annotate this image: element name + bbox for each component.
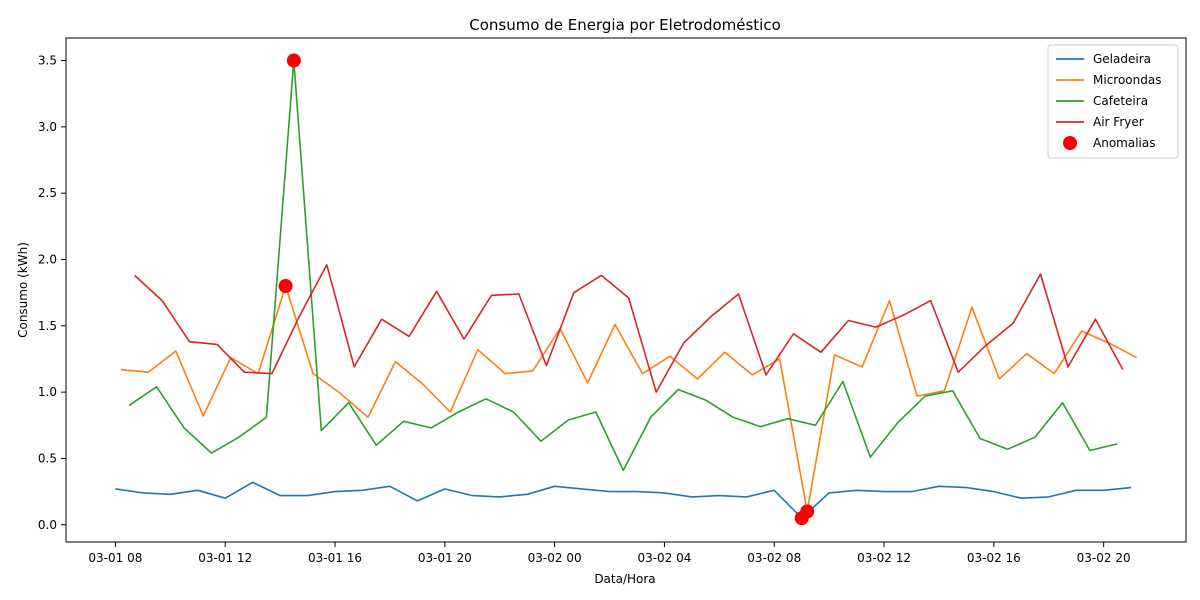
legend-label: Anomalias — [1093, 136, 1155, 150]
x-tick-label: 03-02 00 — [528, 551, 582, 565]
y-tick-label: 0.0 — [38, 518, 57, 532]
legend-label: Cafeteira — [1093, 94, 1148, 108]
y-tick-label: 1.5 — [38, 319, 57, 333]
y-axis: 0.0 0.5 1.0 1.5 2.0 2.5 3.0 3.5 — [38, 54, 66, 532]
anomaly-point — [286, 53, 301, 68]
legend-swatch — [1063, 136, 1077, 150]
legend-label: Air Fryer — [1093, 115, 1144, 129]
legend-box — [1047, 44, 1179, 159]
series-line-geladeira — [115, 481, 1132, 519]
anomaly-point — [794, 511, 809, 526]
x-axis-label: Data/Hora — [594, 572, 655, 586]
y-tick-label: 1.0 — [38, 385, 57, 399]
x-tick-label: 03-02 20 — [1077, 551, 1131, 565]
series-line-air-fryer — [134, 263, 1124, 393]
chart-title: Consumo de Energia por Eletrodoméstico — [469, 16, 781, 34]
series-layer — [115, 59, 1137, 519]
plot-frame — [65, 37, 1187, 543]
series-line-cafeteira — [128, 59, 1118, 472]
x-tick-label: 03-02 12 — [857, 551, 911, 565]
y-tick-label: 2.5 — [38, 186, 57, 200]
series-line-microondas — [120, 285, 1137, 513]
y-tick-label: 2.0 — [38, 252, 57, 266]
x-axis: 03-01 08 03-01 12 03-01 16 03-01 20 03-02 00… — [88, 542, 1131, 565]
x-tick-label: 03-01 16 — [308, 551, 362, 565]
x-tick-label: 03-02 04 — [637, 551, 691, 565]
x-tick-label: 03-01 08 — [88, 551, 142, 565]
x-tick-label: 03-02 08 — [747, 551, 801, 565]
y-tick-label: 0.5 — [38, 451, 57, 465]
anomaly-layer — [278, 53, 815, 526]
legend: Geladeira Microondas Cafeteira Air Fryer Ano… — [1047, 44, 1179, 159]
x-tick-label: 03-01 12 — [198, 551, 252, 565]
anomaly-point — [278, 279, 293, 294]
y-tick-label: 3.5 — [38, 54, 57, 68]
x-tick-label: 03-01 20 — [418, 551, 472, 565]
legend-label: Geladeira — [1093, 52, 1151, 66]
y-tick-label: 3.0 — [38, 120, 57, 134]
legend-label: Microondas — [1093, 73, 1161, 87]
x-tick-label: 03-02 16 — [967, 551, 1021, 565]
y-axis-label: Consumo (kWh) — [16, 242, 30, 338]
